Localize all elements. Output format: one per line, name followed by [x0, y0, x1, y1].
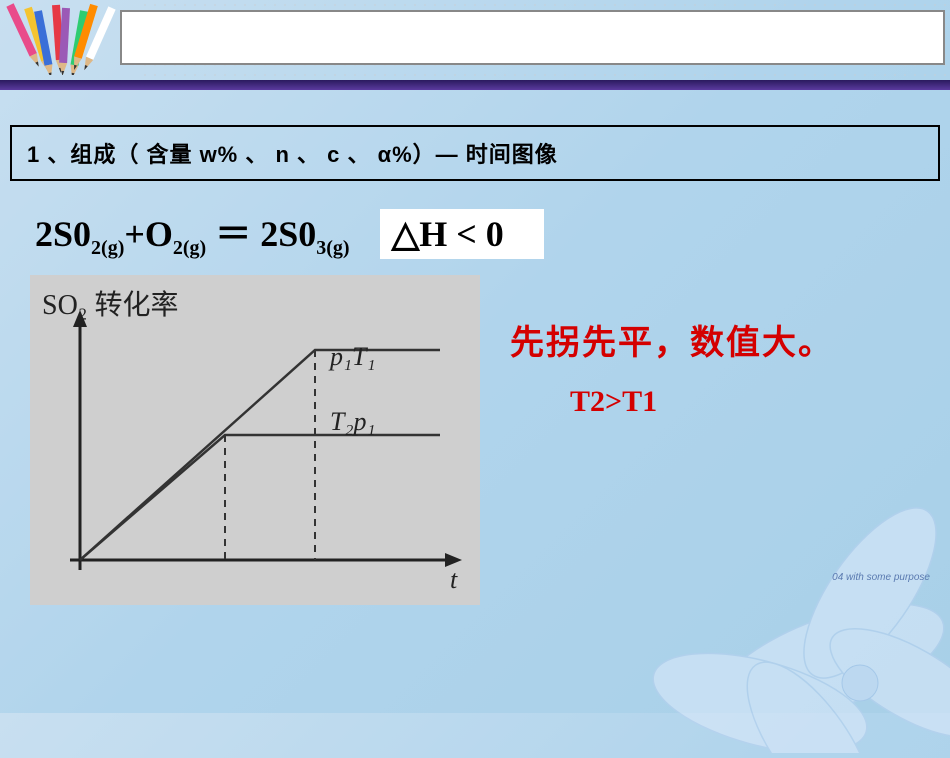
svg-text:p₁T₁: p₁T₁ [328, 342, 376, 371]
chemical-equation: 2S02(g)+O2(g) ＝ 2S03(g) [35, 205, 350, 260]
temperature-relation: T2>T1 [570, 385, 657, 419]
divider-bar [0, 80, 950, 90]
heading-text: 1 、组成（ 含量 w% 、 n 、 c 、 α%）— 时间图像 [27, 137, 923, 169]
graph-svg: p₁T₁ T₂p₁ t [30, 275, 480, 605]
red-note: 先拐先平，数值大。 [510, 315, 834, 364]
equation-row: 2S02(g)+O2(g) ＝ 2S03(g) △H < 0 [35, 205, 544, 260]
heading-box: 1 、组成（ 含量 w% 、 n 、 c 、 α%）— 时间图像 [10, 125, 940, 181]
pencil-decoration [0, 0, 140, 75]
delta-h: △H < 0 [380, 209, 544, 259]
corner-caption: 04 with some purpose [832, 572, 930, 583]
graph-y-axis-label: SO₂ 转化率 [42, 283, 179, 323]
conversion-rate-graph: SO₂ 转化率 p₁T₁ T₂p₁ t [30, 275, 480, 605]
svg-text:t: t [450, 565, 458, 594]
svg-text:T₂p₁: T₂p₁ [330, 407, 376, 436]
title-bar-empty [120, 10, 945, 65]
